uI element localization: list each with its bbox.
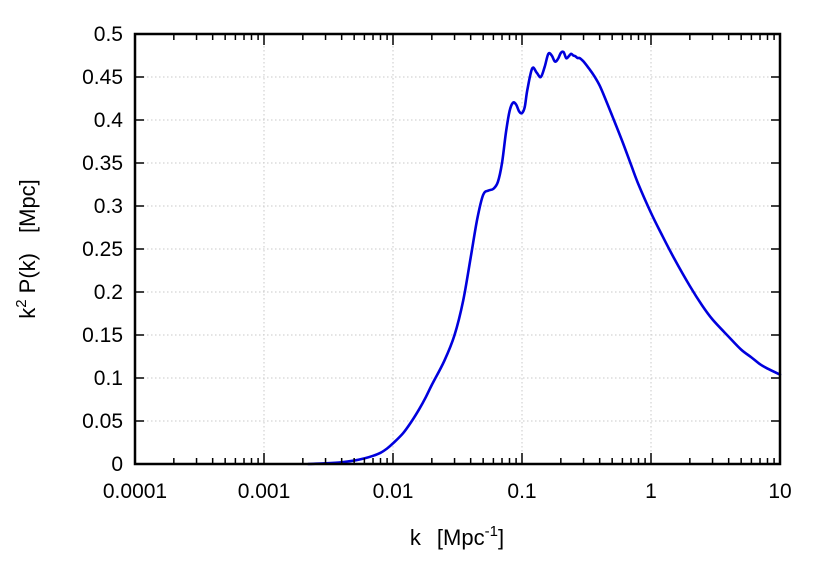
x-tick-label: 0.01	[373, 480, 414, 503]
tick-layer	[134, 33, 781, 465]
x-tick-label: 10	[768, 480, 791, 503]
y-tick-label: 0.35	[82, 152, 123, 175]
x-tick-label: 0.0001	[103, 480, 167, 503]
y-tick-label: 0	[111, 453, 123, 476]
y-tick-label: 0.25	[82, 238, 123, 261]
y-tick-label: 0.3	[94, 195, 123, 218]
y-tick-label: 0.4	[94, 109, 124, 132]
y-tick-label: 0.45	[82, 66, 123, 89]
y-tick-label: 0.05	[82, 410, 123, 433]
y-tick-label: 0.5	[94, 23, 123, 46]
x-tick-label: 0.001	[238, 480, 291, 503]
series-layer	[306, 50, 782, 466]
x-tick-label: 0.1	[507, 480, 536, 503]
grid-layer	[135, 34, 780, 464]
y-axis-label: k2 P(k)[Mpc]	[13, 179, 40, 319]
x-axis-label: k [Mpc-1]	[410, 523, 504, 550]
series-line-0	[306, 50, 782, 466]
y-tick-label: 0.2	[94, 281, 123, 304]
tick-label-layer: 0 0.05 0.1 0.15 0.2 0.25 0.3 0.35 0.4 0.45 0.5 0.00…	[82, 23, 792, 503]
x-tick-label: 1	[645, 480, 657, 503]
y-tick-label: 0.15	[82, 324, 123, 347]
y-tick-label: 0.1	[94, 367, 123, 390]
